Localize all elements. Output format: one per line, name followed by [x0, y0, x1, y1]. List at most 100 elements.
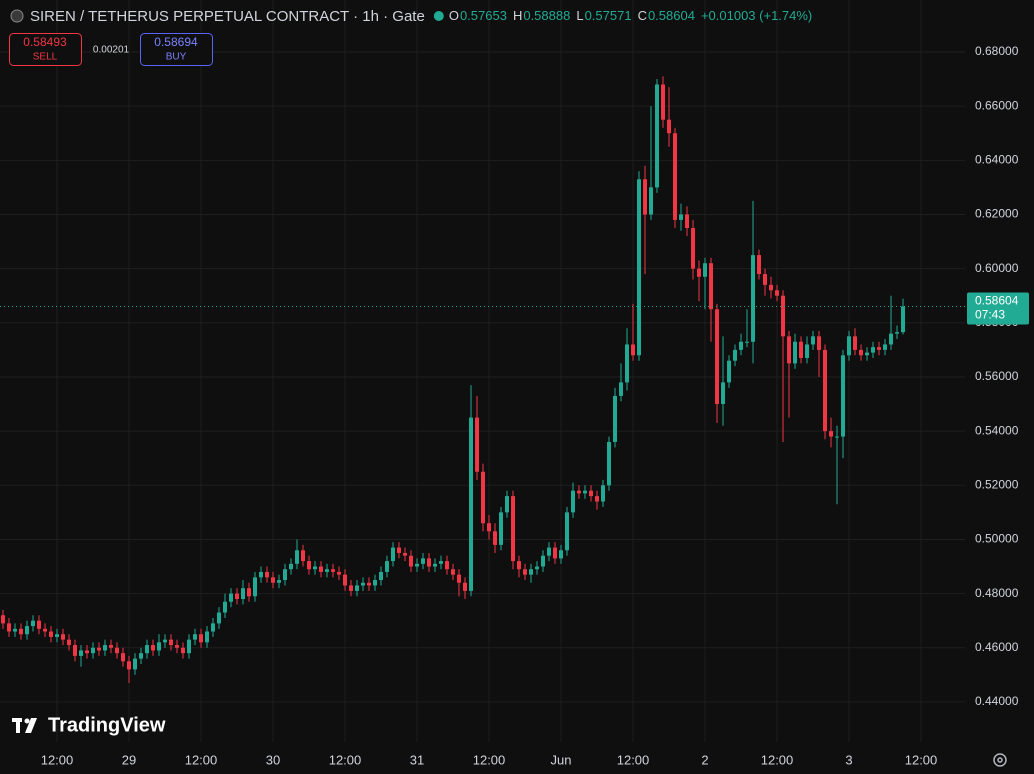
candle-body — [169, 639, 174, 646]
candle-body — [319, 566, 324, 572]
sell-button[interactable] — [9, 33, 82, 66]
candle-body — [679, 214, 684, 220]
candle-body — [517, 561, 522, 570]
candle-body — [487, 523, 492, 532]
ohlc-value: 0.57571 — [585, 8, 632, 23]
settings-icon[interactable] — [993, 753, 1007, 767]
candle-body — [55, 634, 60, 637]
candle-body — [181, 647, 186, 654]
price-tag-countdown: 07:43 — [975, 308, 1005, 322]
change: +0.01003 (+1.74%) — [701, 8, 812, 23]
candle-body — [253, 577, 258, 597]
candle-body — [133, 658, 138, 670]
candle-body — [865, 352, 870, 356]
candle-body — [37, 620, 42, 629]
candle-body — [637, 179, 642, 356]
x-tick-label: 2 — [701, 752, 708, 767]
candle-body — [709, 263, 714, 310]
candle-body — [781, 295, 786, 337]
candle-body — [883, 344, 888, 350]
candle-body — [241, 588, 246, 600]
candle-body — [259, 571, 264, 578]
candle-body — [451, 569, 456, 575]
candle-body — [511, 496, 516, 562]
buy-label: BUY — [166, 52, 187, 63]
y-tick-label: 0.68000 — [975, 44, 1019, 58]
x-tick-label: 12:00 — [905, 752, 938, 767]
candle-body — [121, 653, 126, 662]
candle-body — [877, 347, 882, 350]
candle-body — [685, 214, 690, 229]
candle-body — [265, 571, 270, 578]
symbol: SIREN / TETHERUS PERPETUAL CONTRACT · 1h… — [30, 8, 425, 25]
buy-button[interactable] — [140, 33, 213, 66]
candle-body — [505, 496, 510, 513]
candle-body — [367, 582, 372, 586]
candle-body — [217, 612, 222, 624]
ohlc-value: 0.57653 — [460, 8, 507, 23]
candle-body — [589, 490, 594, 497]
candle-body — [871, 347, 876, 353]
candle-body — [823, 349, 828, 432]
candle-body — [379, 571, 384, 581]
candle-body — [205, 631, 210, 643]
candle-body — [835, 436, 840, 438]
candle-body — [859, 349, 864, 356]
y-tick-label: 0.44000 — [975, 694, 1019, 708]
x-tick-label: 30 — [266, 752, 280, 767]
y-tick-label: 0.54000 — [975, 423, 1019, 437]
candle-body — [535, 566, 540, 570]
candle-body — [271, 577, 276, 583]
candle-body — [349, 585, 354, 591]
gear[interactable] — [993, 753, 1007, 767]
ohlc-key: H — [513, 8, 522, 23]
candle-body — [559, 550, 564, 559]
x-tick-label: 12:00 — [185, 752, 218, 767]
candle-body — [115, 647, 120, 654]
candle-body — [433, 563, 438, 567]
sell-price: 0.58493 — [23, 35, 67, 49]
candle-body — [463, 582, 468, 591]
candle-body — [889, 333, 894, 345]
candle-body — [829, 431, 834, 437]
candle-body — [529, 569, 534, 575]
spread: 0.00201 — [93, 45, 130, 56]
candle-body — [61, 634, 66, 640]
candle-body — [103, 645, 108, 651]
candle-body — [175, 645, 180, 648]
candle-body — [19, 628, 24, 635]
candle-body — [817, 336, 822, 350]
candle-body — [427, 558, 432, 567]
candle-body — [343, 574, 348, 586]
candle-body — [151, 645, 156, 651]
y-tick-label: 0.48000 — [975, 586, 1019, 600]
candle-body — [601, 485, 606, 502]
candle-body — [841, 355, 846, 437]
candle-body — [553, 547, 558, 559]
candle-body — [895, 332, 900, 334]
candle-body — [811, 336, 816, 345]
candle-body — [1, 615, 6, 624]
grid — [0, 0, 965, 742]
candle-body — [739, 341, 744, 350]
candle-body — [541, 555, 546, 567]
x-tick-label: 12:00 — [473, 752, 506, 767]
candle-body — [91, 647, 96, 654]
candle-body — [223, 601, 228, 613]
candle-body — [577, 490, 582, 494]
price-tag — [967, 292, 1029, 325]
gear-center[interactable] — [997, 757, 1003, 763]
brand-logo — [12, 718, 37, 733]
candle-body — [289, 563, 294, 570]
candle-body — [475, 417, 480, 472]
candle-body — [721, 382, 726, 405]
candle-body — [799, 341, 804, 359]
x-tick-label: 12:00 — [329, 752, 362, 767]
symbol-icon — [10, 9, 24, 23]
candle-body — [757, 255, 762, 275]
candle-body — [697, 268, 702, 277]
candle-body — [613, 395, 618, 442]
brand-name: TradingView — [48, 714, 166, 736]
candle-body — [847, 336, 852, 356]
